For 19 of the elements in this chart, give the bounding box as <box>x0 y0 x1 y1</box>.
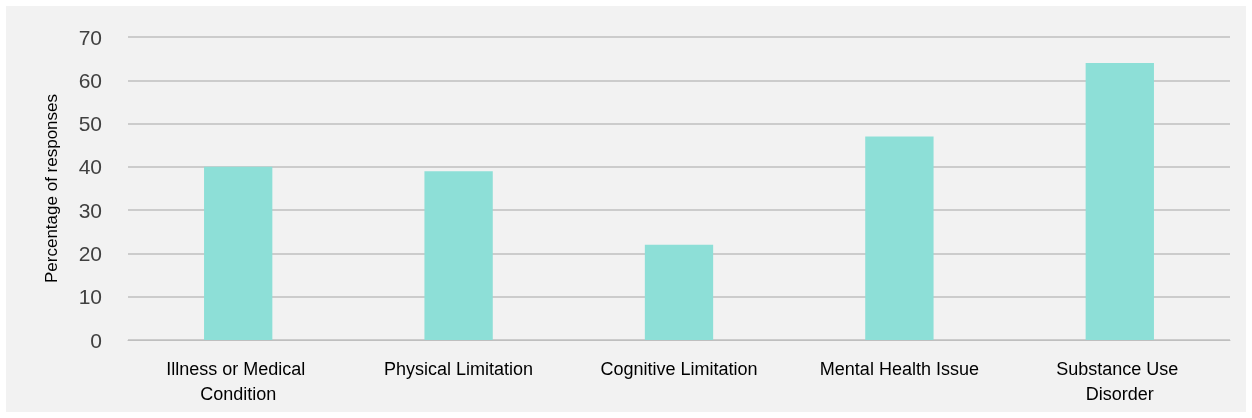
bar <box>204 166 273 340</box>
y-tick-label: 0 <box>90 328 102 352</box>
bar <box>865 136 934 340</box>
y-tick-label: 20 <box>78 241 102 265</box>
y-tick-label: 60 <box>78 68 102 92</box>
x-tick-label: Mental Health Issue <box>819 358 979 379</box>
y-tick-label: 30 <box>78 198 102 222</box>
bar <box>644 244 714 340</box>
bar <box>424 171 493 340</box>
x-tick-label: Substance Use Disorder <box>1056 358 1184 404</box>
y-axis-title: Percentage of responses <box>42 93 61 284</box>
bar <box>1085 62 1154 340</box>
y-tick-label: 50 <box>78 112 102 136</box>
x-tick-label: Physical Limitation <box>384 358 534 379</box>
y-tick-label: 40 <box>78 155 102 179</box>
x-tick-label: Illness or Medical Condition <box>166 358 311 404</box>
x-tick-label: Cognitive Limitation <box>600 358 758 379</box>
y-tick-label: 10 <box>78 285 102 309</box>
y-tick-label: 70 <box>78 25 102 49</box>
